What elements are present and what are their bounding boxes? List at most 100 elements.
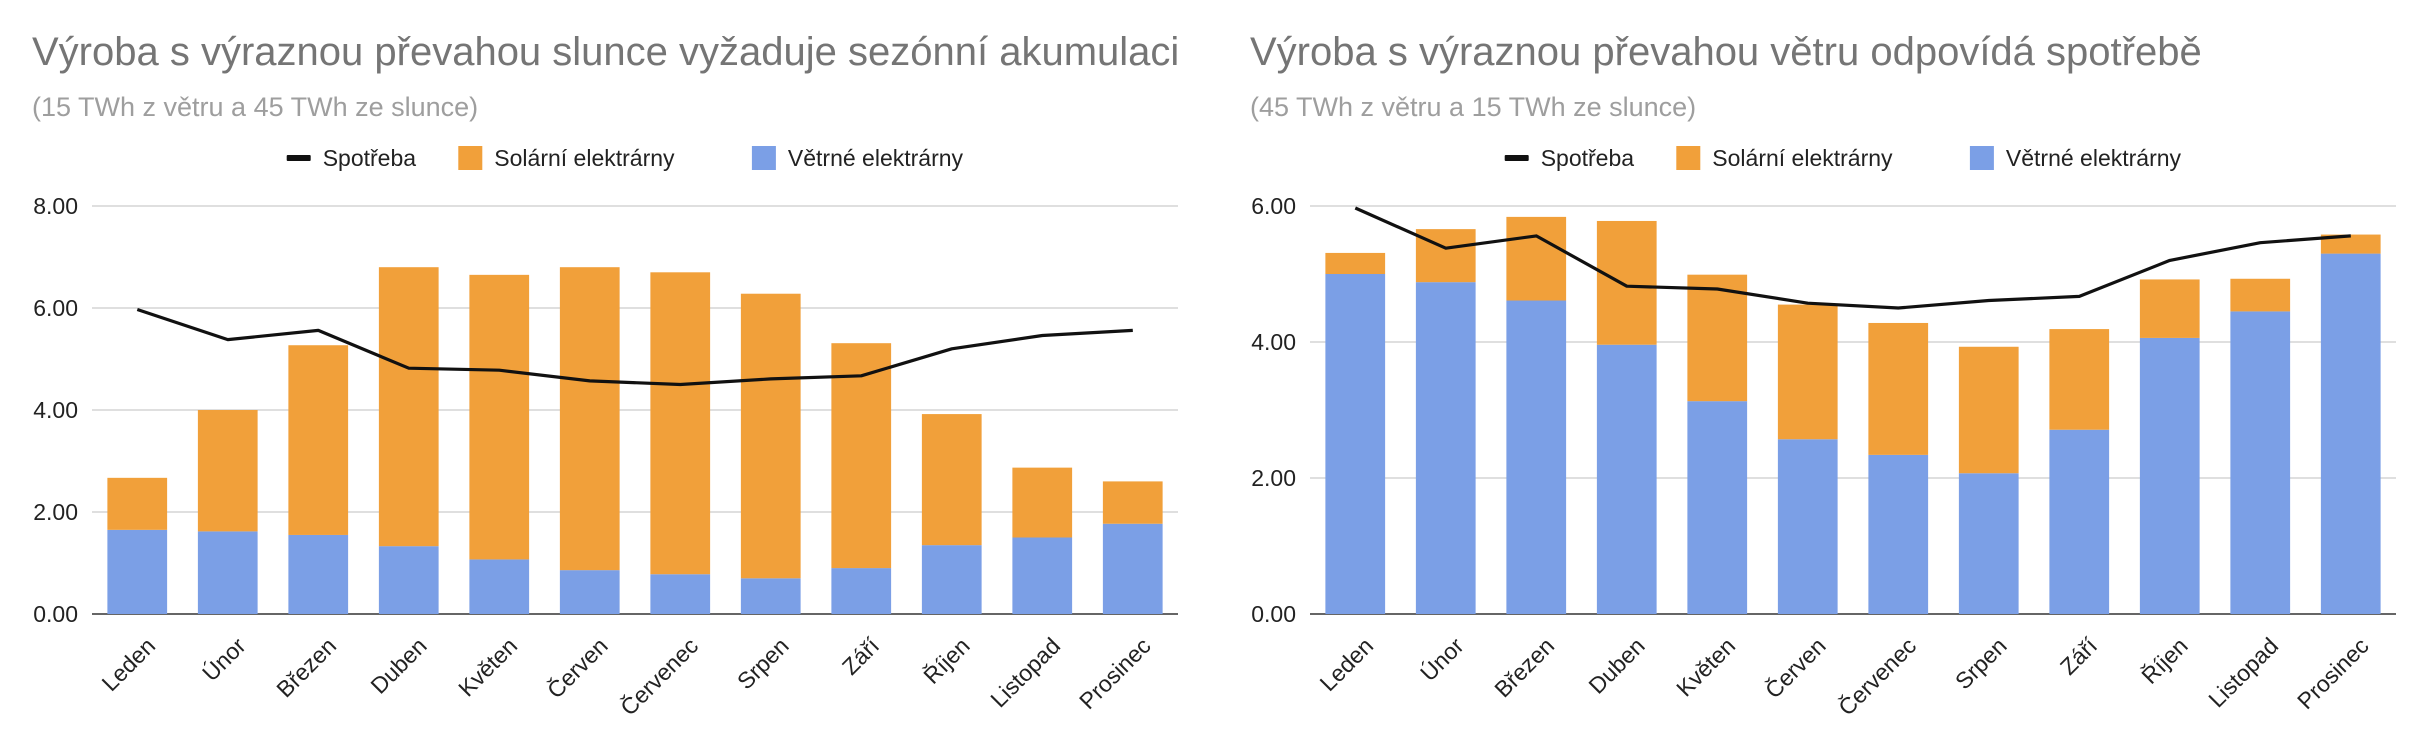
- x-tick-label: Červen: [541, 632, 613, 704]
- legend-swatch: [751, 146, 776, 170]
- bar-solar: [2049, 329, 2110, 430]
- bar-wind: [1958, 473, 2019, 614]
- x-tick-label: Říjen: [918, 633, 974, 689]
- bar-wind: [1777, 439, 1838, 614]
- y-tick-label: 4.00: [33, 397, 78, 423]
- bar-wind: [740, 578, 801, 614]
- bar-wind: [1687, 401, 1748, 614]
- bar-solar: [107, 477, 168, 530]
- bar-solar: [921, 414, 982, 546]
- x-tick-label: Červenec: [614, 632, 703, 721]
- legend-swatch: [1969, 146, 1994, 170]
- x-tick-label: Duben: [1583, 633, 1649, 699]
- y-tick-label: 8.00: [33, 193, 78, 219]
- x-tick-label: Leden: [1315, 633, 1379, 697]
- x-tick-label: Prosinec: [1074, 633, 1156, 715]
- bar-wind: [2139, 337, 2200, 614]
- legend-swatch: [1676, 146, 1701, 170]
- x-tick-label: Září: [837, 632, 885, 680]
- legend-swatch-line: [286, 155, 311, 161]
- legend-label: Větrné elektrárny: [2006, 145, 2182, 171]
- legend-label: Solární elektrárny: [1712, 145, 1893, 171]
- bar-solar: [2320, 234, 2381, 254]
- bar-solar: [378, 267, 439, 547]
- bar-wind: [831, 568, 892, 614]
- x-tick-label: Březen: [271, 633, 341, 703]
- bar-solar: [740, 293, 801, 579]
- bar-wind: [197, 531, 258, 614]
- bar-wind: [1506, 300, 1567, 614]
- x-tick-label: Březen: [1489, 633, 1559, 703]
- x-tick-label: Květen: [453, 633, 522, 702]
- bar-solar: [1777, 304, 1838, 440]
- bar-wind: [2049, 429, 2110, 614]
- line-consumption: [1354, 206, 2351, 310]
- bar-wind: [107, 529, 168, 614]
- legend-label: Větrné elektrárny: [788, 145, 964, 171]
- bar-solar: [1012, 467, 1073, 538]
- chart-subtitle: (15 TWh z větru a 45 TWh ze slunce): [32, 92, 479, 122]
- legend-swatch: [458, 146, 483, 170]
- bar-solar: [1415, 229, 1476, 283]
- x-tick-label: Srpen: [732, 633, 794, 695]
- bar-solar: [1102, 481, 1163, 524]
- x-tick-label: Červenec: [1832, 632, 1921, 721]
- x-tick-label: Květen: [1671, 633, 1740, 702]
- chart-title: Výroba s výraznou převahou slunce vyžadu…: [32, 30, 1180, 74]
- bar-wind: [1325, 274, 1386, 614]
- bar-solar: [1506, 216, 1567, 301]
- x-tick-label: Únor: [1415, 632, 1469, 686]
- bar-solar: [469, 274, 530, 560]
- bar-wind: [469, 559, 530, 614]
- bar-solar: [1687, 274, 1748, 402]
- bar-solar: [1958, 346, 2019, 474]
- legend-swatch-line: [1504, 155, 1529, 161]
- y-tick-label: 0.00: [1251, 601, 1296, 627]
- legend-label: Spotřeba: [323, 145, 417, 171]
- bar-solar: [1325, 252, 1386, 274]
- chart-subtitle: (45 TWh z větru a 15 TWh ze slunce): [1250, 92, 1697, 122]
- x-tick-label: Listopad: [2203, 633, 2283, 713]
- bar-wind: [1102, 523, 1163, 614]
- bar-solar: [831, 343, 892, 569]
- chart-svg-wind: 0.00 2.00 4.00 6.00 Leden Únor Březen Duben Květ…: [1251, 145, 2396, 721]
- bar-wind: [559, 570, 620, 614]
- legend-label: Spotřeba: [1541, 145, 1635, 171]
- x-tick-label: Říjen: [2136, 633, 2192, 689]
- x-tick-label: Červen: [1759, 632, 1831, 704]
- x-tick-label: Listopad: [985, 633, 1065, 713]
- line-consumption: [136, 307, 1133, 387]
- x-tick-label: Srpen: [1950, 633, 2012, 695]
- bar-solar: [2139, 279, 2200, 338]
- x-tick-label: Prosinec: [2292, 633, 2374, 715]
- bar-solar: [1596, 220, 1657, 345]
- x-tick-label: Únor: [197, 632, 251, 686]
- bar-solar: [288, 345, 349, 535]
- bar-solar: [559, 267, 620, 571]
- bar-solar: [197, 410, 258, 532]
- x-tick-label: Leden: [97, 633, 161, 697]
- chart-panel-wind: Výroba s výraznou převahou větru odpovíd…: [1218, 0, 2436, 742]
- chart-title: Výroba s výraznou převahou větru odpovíd…: [1250, 30, 2202, 74]
- bar-wind: [1596, 344, 1657, 614]
- y-tick-label: 6.00: [33, 295, 78, 321]
- y-tick-label: 0.00: [33, 601, 78, 627]
- bar-wind: [288, 534, 349, 614]
- bar-wind: [378, 546, 439, 614]
- bar-wind: [650, 574, 711, 614]
- bar-solar: [1868, 322, 1929, 455]
- bar-solar: [650, 272, 711, 575]
- bar-wind: [1415, 282, 1476, 614]
- x-tick-label: Září: [2055, 632, 2103, 680]
- y-tick-label: 4.00: [1251, 329, 1296, 355]
- y-tick-label: 2.00: [33, 499, 78, 525]
- bar-wind: [1868, 454, 1929, 614]
- bar-wind: [921, 545, 982, 614]
- bar-wind: [2320, 253, 2381, 614]
- y-tick-label: 6.00: [1251, 193, 1296, 219]
- bar-wind: [1012, 537, 1073, 614]
- y-tick-label: 2.00: [1251, 465, 1296, 491]
- chart-svg-solar: 0.00 2.00 4.00 6.00 8.00 Leden Únor Březen Duben…: [33, 145, 1178, 721]
- x-tick-label: Duben: [365, 633, 431, 699]
- legend-label: Solární elektrárny: [494, 145, 675, 171]
